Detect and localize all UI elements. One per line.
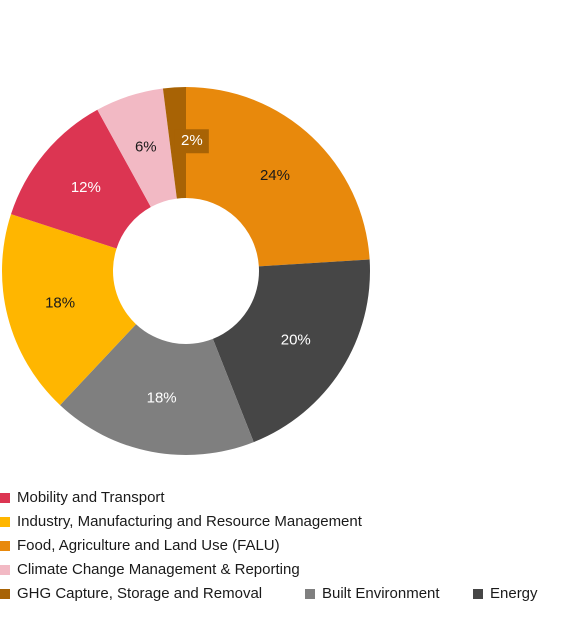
legend-label: Mobility and Transport bbox=[17, 489, 165, 506]
legend-label: Climate Change Management & Reporting bbox=[17, 561, 300, 578]
data-label: 2% bbox=[181, 132, 203, 149]
data-label: 24% bbox=[260, 167, 290, 184]
legend-swatch bbox=[0, 541, 10, 551]
data-label: 12% bbox=[71, 179, 101, 196]
donut-slice bbox=[186, 87, 370, 267]
legend-label: Energy bbox=[490, 585, 538, 602]
donut-slice bbox=[60, 324, 254, 455]
data-label: 18% bbox=[147, 390, 177, 407]
data-label: 18% bbox=[45, 294, 75, 311]
data-label: 20% bbox=[281, 332, 311, 349]
legend-swatch bbox=[0, 493, 10, 503]
donut-slice bbox=[97, 88, 177, 208]
donut-slice bbox=[212, 259, 370, 443]
legend-swatch bbox=[0, 565, 10, 575]
label-box bbox=[174, 129, 209, 154]
donut-slice bbox=[11, 109, 151, 249]
legend-label: Food, Agriculture and Land Use (FALU) bbox=[17, 537, 280, 554]
donut-slice bbox=[162, 87, 186, 199]
data-label: 6% bbox=[135, 138, 157, 155]
legend-label: Industry, Manufacturing and Resource Man… bbox=[17, 513, 363, 530]
legend-swatch bbox=[0, 589, 10, 599]
legend-label: Built Environment bbox=[322, 585, 440, 602]
legend-swatch bbox=[0, 517, 10, 527]
legend-swatch bbox=[473, 589, 483, 599]
legend-swatch bbox=[305, 589, 315, 599]
legend-label: GHG Capture, Storage and Removal bbox=[17, 585, 262, 602]
donut-slice bbox=[2, 214, 137, 406]
